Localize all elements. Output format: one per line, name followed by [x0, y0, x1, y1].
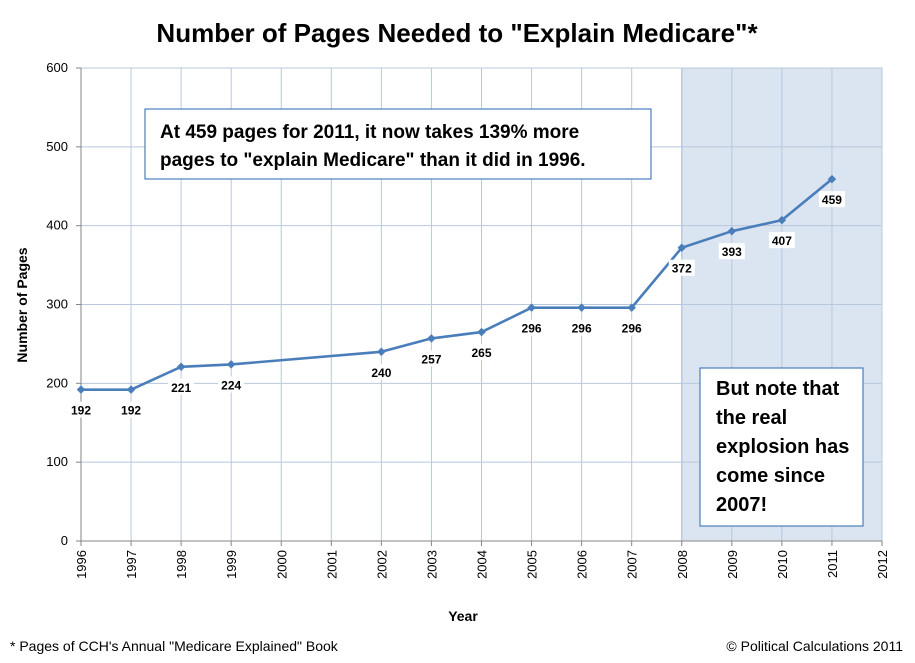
x-tick-label-2003: 2003	[424, 550, 439, 579]
x-tick-label-2000: 2000	[274, 550, 289, 579]
data-label-2008: 372	[672, 262, 692, 276]
y-tick-label-100: 100	[46, 454, 68, 469]
data-label-bg-1997	[118, 401, 145, 418]
footnote: * Pages of CCH's Annual "Medicare Explai…	[10, 638, 339, 654]
x-tick-label-2011: 2011	[825, 550, 840, 578]
data-point-2002	[377, 347, 386, 357]
y-tick-labels: 0 100 200 300 400 500 600	[46, 60, 68, 548]
chart-title: Number of Pages Needed to "Explain Medic…	[156, 18, 758, 48]
data-point-2007	[627, 303, 637, 313]
data-labels: 192 192 221 224 240 257 265 296 296 296 372 393 407 4…	[68, 191, 845, 418]
data-point-1998	[176, 362, 186, 372]
x-tick-label-2001: 2001	[324, 550, 339, 579]
data-label-2003: 257	[421, 352, 441, 366]
y-tick-label-600: 600	[46, 60, 68, 75]
x-tick-label-2008: 2008	[675, 550, 690, 579]
y-tick-label-400: 400	[46, 218, 68, 233]
credit: © Political Calculations 2011	[726, 638, 903, 654]
x-tick-label-1998: 1998	[174, 550, 189, 579]
data-label-2004: 265	[471, 346, 491, 360]
data-point-1997	[126, 385, 136, 394]
series-line	[81, 178, 833, 391]
x-tick-label-1997: 1997	[124, 550, 139, 579]
y-tick-label-500: 500	[46, 139, 68, 154]
x-axis-label: Year	[448, 608, 478, 624]
data-label-bg-2005	[518, 319, 545, 336]
data-label-1999: 224	[221, 378, 241, 392]
annotation-right-line-3: explosion has	[716, 436, 849, 458]
data-point-2011	[827, 174, 837, 184]
data-label-1998: 221	[171, 381, 191, 395]
data-label-bg-2002	[368, 363, 395, 380]
data-label-1996: 192	[71, 404, 91, 418]
data-label-2011: 459	[822, 193, 842, 207]
annotation-top-line-2: pages to "explain Medicare" than it did …	[160, 150, 586, 171]
data-label-bg-2010	[768, 232, 795, 249]
data-label-bg-2003	[418, 350, 445, 367]
annotation-right-box: But note that the real explosion has com…	[699, 367, 864, 527]
data-label-2010: 407	[772, 234, 792, 248]
annotation-right-line-1: But note that	[716, 378, 840, 400]
data-label-bg-2004	[468, 344, 495, 361]
data-label-bg-2011	[818, 191, 845, 208]
y-tick-label-0: 0	[61, 533, 68, 548]
data-label-bg-2006	[568, 319, 595, 336]
x-tick-label-2004: 2004	[475, 550, 490, 579]
annotation-right-line-5: 2007!	[716, 494, 767, 516]
x-tick-label-2006: 2006	[575, 550, 590, 579]
data-label-2007: 296	[622, 322, 642, 336]
data-point-2006	[577, 303, 586, 313]
y-axis-label: Number of Pages	[14, 247, 30, 362]
data-label-1997: 192	[121, 404, 141, 418]
axes	[76, 67, 883, 546]
data-label-bg-2009	[718, 243, 745, 260]
annotation-top-box: At 459 pages for 2011, it now takes 139%…	[144, 108, 652, 180]
x-tick-label-1999: 1999	[224, 550, 239, 579]
y-tick-label-200: 200	[46, 375, 68, 390]
data-label-bg-1999	[218, 376, 245, 393]
data-point-2003	[427, 334, 436, 343]
y-tick-label-300: 300	[46, 297, 68, 312]
data-point-2009	[727, 226, 737, 236]
annotation-top-line-1: At 459 pages for 2011, it now takes 139%…	[160, 122, 579, 143]
x-tick-label-2009: 2009	[725, 550, 740, 579]
x-tick-label-1996: 1996	[74, 550, 89, 579]
data-label-bg-1998	[168, 378, 195, 395]
series-pages	[76, 174, 837, 394]
data-label-bg-1996	[68, 401, 94, 418]
x-tick-label-2005: 2005	[525, 550, 540, 579]
data-point-1996	[76, 385, 86, 394]
x-tick-label-2010: 2010	[775, 550, 790, 579]
data-label-2006: 296	[572, 322, 592, 336]
data-label-bg-2008	[668, 259, 695, 276]
x-tick-labels: 1996 1997 1998 1999 2000 2001 2002 2003 2004 2005…	[74, 550, 890, 579]
data-point-2004	[477, 327, 486, 337]
x-tick-label-2007: 2007	[625, 550, 640, 579]
data-point-2005	[527, 303, 536, 313]
data-label-2002: 240	[371, 366, 391, 380]
data-point-2010	[777, 215, 787, 225]
x-tick-label-2002: 2002	[374, 550, 389, 579]
annotation-top-border	[144, 108, 652, 180]
data-point-2008	[677, 243, 687, 253]
data-label-bg-2007	[618, 319, 645, 336]
data-label-2009: 393	[722, 245, 742, 259]
annotation-right-line-2: the real	[716, 407, 787, 429]
data-label-2005: 296	[522, 322, 542, 336]
annotation-right-border	[699, 367, 864, 527]
data-point-1999	[226, 360, 236, 369]
annotation-right-line-4: come since	[716, 465, 825, 487]
x-tick-label-2012: 2012	[875, 550, 890, 579]
